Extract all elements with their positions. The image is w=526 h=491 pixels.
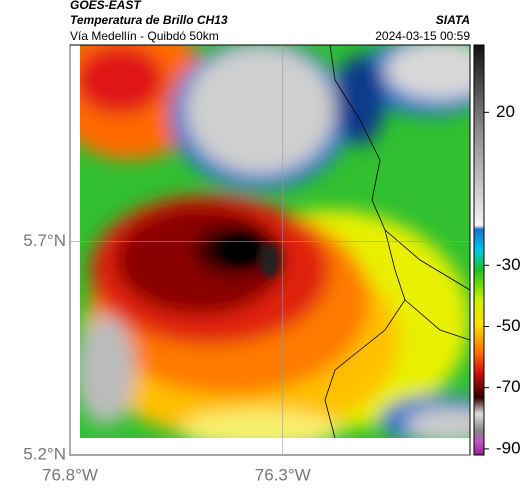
lon-tick-label: 76.8°W [42,465,98,484]
timestamp: 2024-03-15 00:59 [375,29,470,43]
colorbar-tick-label: -50 [496,316,521,335]
lon-tick-label: 76.3°W [255,465,311,484]
satellite: GOES-EAST [70,0,142,12]
colorbar-tick-label: -70 [496,377,521,396]
colorbar [473,44,485,456]
colorbar-tick-label: 20 [496,102,515,121]
annotations: 5.7°N 5.2°N 76.8°W 76.3°W 20 -30 -50 -70 -90 [23,45,521,484]
colorbar-tick-label: -30 [496,255,521,274]
lat-tick-label: 5.7°N [23,231,66,250]
subtitle: Vía Medellín - Quibdó 50km [70,29,219,43]
imagery [80,45,470,438]
lat-tick-label: 5.2°N [23,444,66,463]
colorbar-tick-label: -90 [496,438,521,457]
brand: SIATA [436,13,470,27]
title: Temperatura de Brillo CH13 [70,13,228,27]
